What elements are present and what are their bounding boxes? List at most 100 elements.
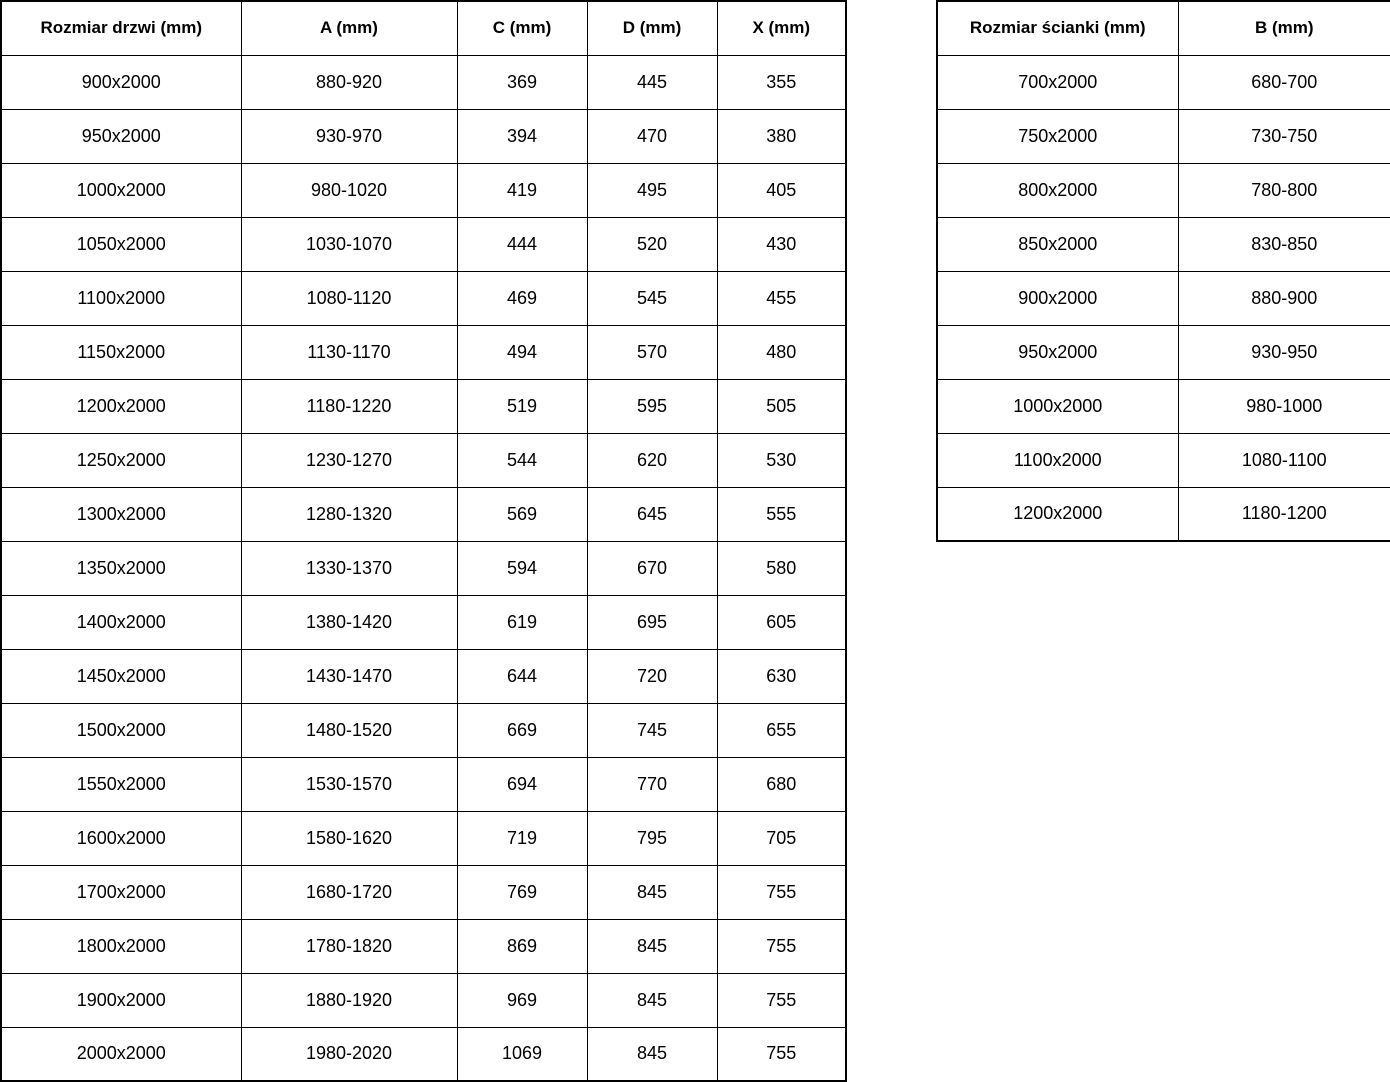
table-cell: 1780-1820	[240, 918, 458, 974]
table-row: 1300x2000 1280-1320 569 645 555	[0, 486, 847, 542]
table-cell: 594	[456, 540, 588, 596]
table-cell: 930-970	[240, 108, 458, 164]
table-cell: 845	[586, 972, 718, 1028]
column-header: X (mm)	[716, 0, 847, 56]
table-cell: 445	[586, 54, 718, 110]
column-header: B (mm)	[1177, 0, 1390, 56]
table-cell: 645	[586, 486, 718, 542]
table-cell: 1000x2000	[0, 162, 242, 218]
table-cell: 1130-1170	[240, 324, 458, 380]
table-cell: 850x2000	[936, 216, 1179, 272]
table-cell: 380	[716, 108, 847, 164]
table-cell: 355	[716, 54, 847, 110]
table-cell: 2000x2000	[0, 1026, 242, 1082]
table-row: 1100x2000 1080-1100	[936, 432, 1390, 488]
table-cell: 419	[456, 162, 588, 218]
table-cell: 455	[716, 270, 847, 326]
table-row: 1150x2000 1130-1170 494 570 480	[0, 324, 847, 380]
table-row: 2000x2000 1980-2020 1069 845 755	[0, 1026, 847, 1082]
table-row: 1050x2000 1030-1070 444 520 430	[0, 216, 847, 272]
table-cell: 369	[456, 54, 588, 110]
table-cell: 845	[586, 864, 718, 920]
table-cell: 770	[586, 756, 718, 812]
table-cell: 1280-1320	[240, 486, 458, 542]
table-cell: 1430-1470	[240, 648, 458, 704]
table-cell: 1080-1120	[240, 270, 458, 326]
table-row: 1500x2000 1480-1520 669 745 655	[0, 702, 847, 758]
table-row: 1800x2000 1780-1820 869 845 755	[0, 918, 847, 974]
table-cell: 394	[456, 108, 588, 164]
table-cell: 1700x2000	[0, 864, 242, 920]
table-cell: 520	[586, 216, 718, 272]
table-cell: 595	[586, 378, 718, 434]
table-row: 850x2000 830-850	[936, 216, 1390, 272]
table-cell: 1100x2000	[0, 270, 242, 326]
table-cell: 1180-1220	[240, 378, 458, 434]
table-cell: 700x2000	[936, 54, 1179, 110]
table-cell: 755	[716, 1026, 847, 1082]
table-row: 1550x2000 1530-1570 694 770 680	[0, 756, 847, 812]
table-cell: 900x2000	[936, 270, 1179, 326]
table-cell: 1880-1920	[240, 972, 458, 1028]
table-cell: 745	[586, 702, 718, 758]
table-row: 800x2000 780-800	[936, 162, 1390, 218]
table-cell: 580	[716, 540, 847, 596]
table-cell: 1400x2000	[0, 594, 242, 650]
table-cell: 705	[716, 810, 847, 866]
table-row: 1250x2000 1230-1270 544 620 530	[0, 432, 847, 488]
table-cell: 800x2000	[936, 162, 1179, 218]
table-cell: 519	[456, 378, 588, 434]
table-row: 1000x2000 980-1000	[936, 378, 1390, 434]
table-cell: 680-700	[1177, 54, 1390, 110]
table-cell: 1100x2000	[936, 432, 1179, 488]
table-cell: 1580-1620	[240, 810, 458, 866]
table-cell: 644	[456, 648, 588, 704]
table-cell: 495	[586, 162, 718, 218]
table-cell: 719	[456, 810, 588, 866]
table-cell: 680	[716, 756, 847, 812]
table-cell: 795	[586, 810, 718, 866]
wall-table-header: Rozmiar ścianki (mm) B (mm)	[936, 0, 1390, 56]
table-cell: 695	[586, 594, 718, 650]
table-cell: 619	[456, 594, 588, 650]
table-cell: 569	[456, 486, 588, 542]
door-table-body: 900x2000 880-920 369 445 355 950x2000 930-970 3…	[0, 54, 847, 1082]
table-cell: 1000x2000	[936, 378, 1179, 434]
table-cell: 669	[456, 702, 588, 758]
table-cell: 1550x2000	[0, 756, 242, 812]
table-row: 1400x2000 1380-1420 619 695 605	[0, 594, 847, 650]
table-cell: 1680-1720	[240, 864, 458, 920]
table-cell: 430	[716, 216, 847, 272]
table-row: 900x2000 880-900	[936, 270, 1390, 326]
table-cell: 480	[716, 324, 847, 380]
column-header: C (mm)	[456, 0, 588, 56]
table-cell: 830-850	[1177, 216, 1390, 272]
table-cell: 755	[716, 918, 847, 974]
table-cell: 980-1000	[1177, 378, 1390, 434]
table-cell: 845	[586, 918, 718, 974]
table-cell: 750x2000	[936, 108, 1179, 164]
table-cell: 670	[586, 540, 718, 596]
table-cell: 1380-1420	[240, 594, 458, 650]
wall-panel-sizes-table: Rozmiar ścianki (mm) B (mm) 700x2000 680-7…	[936, 0, 1390, 542]
table-cell: 1980-2020	[240, 1026, 458, 1082]
table-cell: 950x2000	[0, 108, 242, 164]
column-header: Rozmiar drzwi (mm)	[0, 0, 242, 56]
table-row: 1200x2000 1180-1220 519 595 505	[0, 378, 847, 434]
table-cell: 730-750	[1177, 108, 1390, 164]
table-row: 700x2000 680-700	[936, 54, 1390, 110]
table-cell: 869	[456, 918, 588, 974]
table-cell: 1450x2000	[0, 648, 242, 704]
table-cell: 1530-1570	[240, 756, 458, 812]
table-cell: 544	[456, 432, 588, 488]
table-cell: 1150x2000	[0, 324, 242, 380]
table-cell: 469	[456, 270, 588, 326]
table-cell: 880-920	[240, 54, 458, 110]
table-row: 1900x2000 1880-1920 969 845 755	[0, 972, 847, 1028]
table-cell: 555	[716, 486, 847, 542]
table-cell: 755	[716, 864, 847, 920]
door-sizes-table: Rozmiar drzwi (mm) A (mm) C (mm) D (mm) X (m…	[0, 0, 847, 1082]
table-cell: 1200x2000	[936, 486, 1179, 542]
table-cell: 505	[716, 378, 847, 434]
